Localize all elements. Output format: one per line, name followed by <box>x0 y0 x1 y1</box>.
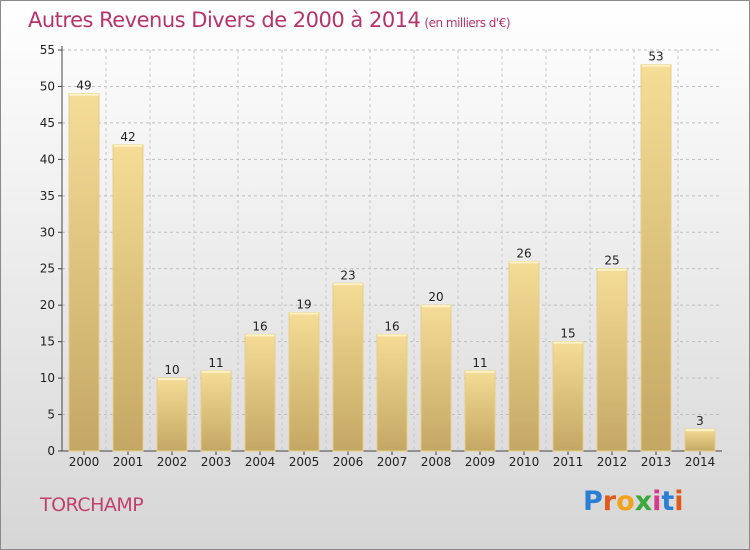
y-tick-label: 25 <box>40 262 55 276</box>
x-tick-label-2006: 2006 <box>333 455 364 469</box>
bars <box>68 64 716 452</box>
x-tick-label-2001: 2001 <box>113 455 144 469</box>
value-label-2013: 53 <box>648 50 663 64</box>
x-tick-label-2010: 2010 <box>509 455 540 469</box>
chart-subtitle: (en milliers d'€) <box>424 16 511 30</box>
value-label-2014: 3 <box>696 414 704 428</box>
value-label-2004: 16 <box>252 319 267 333</box>
x-tick-label-2011: 2011 <box>553 455 584 469</box>
y-tick-label: 45 <box>40 116 55 130</box>
x-tick-label-2004: 2004 <box>245 455 276 469</box>
chart-title: Autres Revenus Divers de 2000 à 2014 (en … <box>28 8 511 32</box>
value-label-2011: 15 <box>560 327 575 341</box>
bar-2011 <box>552 341 584 452</box>
bar-2010 <box>508 260 540 452</box>
y-tick-label: 15 <box>40 335 55 349</box>
y-tick-label: 35 <box>40 189 55 203</box>
y-tick-label: 0 <box>47 444 55 458</box>
x-tick-label-2000: 2000 <box>69 455 100 469</box>
x-tick-label-2008: 2008 <box>421 455 452 469</box>
value-label-2001: 42 <box>120 130 135 144</box>
bar-2007 <box>376 333 408 452</box>
logo-letter: o <box>616 486 635 517</box>
labels: 49 42 10 11 16 19 23 16 20 11 26 15 25 53 3 <box>76 50 703 429</box>
logo-letter: P <box>583 486 603 517</box>
y-tick-label: 40 <box>40 152 55 166</box>
bar-2000 <box>68 93 100 452</box>
logo-letter: i <box>652 486 662 517</box>
value-label-2005: 19 <box>296 297 311 311</box>
x-tick-label-2002: 2002 <box>157 455 188 469</box>
value-label-2010: 26 <box>516 246 531 260</box>
bar-2013 <box>640 64 672 452</box>
value-label-2007: 16 <box>384 319 399 333</box>
bar-2004 <box>244 333 276 452</box>
logo-letter: x <box>634 486 653 517</box>
bar-2012 <box>596 268 628 452</box>
bar-2001 <box>112 144 144 452</box>
logo-letter: r <box>602 486 617 517</box>
value-label-2000: 49 <box>76 79 91 93</box>
x-tick-label-2009: 2009 <box>465 455 496 469</box>
proxiti-logo: Proxiti <box>583 486 684 517</box>
x-tick-label-2003: 2003 <box>201 455 232 469</box>
chart-title-main: Autres Revenus Divers de 2000 à 2014 <box>28 8 421 32</box>
logo-letter: t <box>661 486 675 517</box>
x-tick-label-2012: 2012 <box>597 455 628 469</box>
bar-2003 <box>200 370 232 452</box>
town-name: TORCHAMP <box>40 494 144 516</box>
value-label-2006: 23 <box>340 268 355 282</box>
bar-2005 <box>288 311 320 452</box>
x-tick-label-2014: 2014 <box>685 455 716 469</box>
value-label-2009: 11 <box>472 356 487 370</box>
bar-2002 <box>156 377 188 452</box>
x-tick-label-2007: 2007 <box>377 455 408 469</box>
bar-2006 <box>332 282 364 452</box>
logo-letter: i <box>674 486 684 517</box>
y-tick-label: 10 <box>40 371 55 385</box>
y-tick-label: 55 <box>40 43 55 57</box>
value-label-2002: 10 <box>164 363 179 377</box>
y-tick-label: 50 <box>40 79 55 93</box>
value-label-2003: 11 <box>208 356 223 370</box>
value-label-2012: 25 <box>604 254 619 268</box>
y-tick-label: 20 <box>40 298 55 312</box>
bar-2014 <box>684 428 716 452</box>
bar-2009 <box>464 370 496 452</box>
x-tick-label-2005: 2005 <box>289 455 320 469</box>
y-tick-label: 5 <box>47 408 55 422</box>
bar-2008 <box>420 304 452 452</box>
x-tick-label-2013: 2013 <box>641 455 672 469</box>
y-tick-label: 30 <box>40 225 55 239</box>
value-label-2008: 20 <box>428 290 443 304</box>
